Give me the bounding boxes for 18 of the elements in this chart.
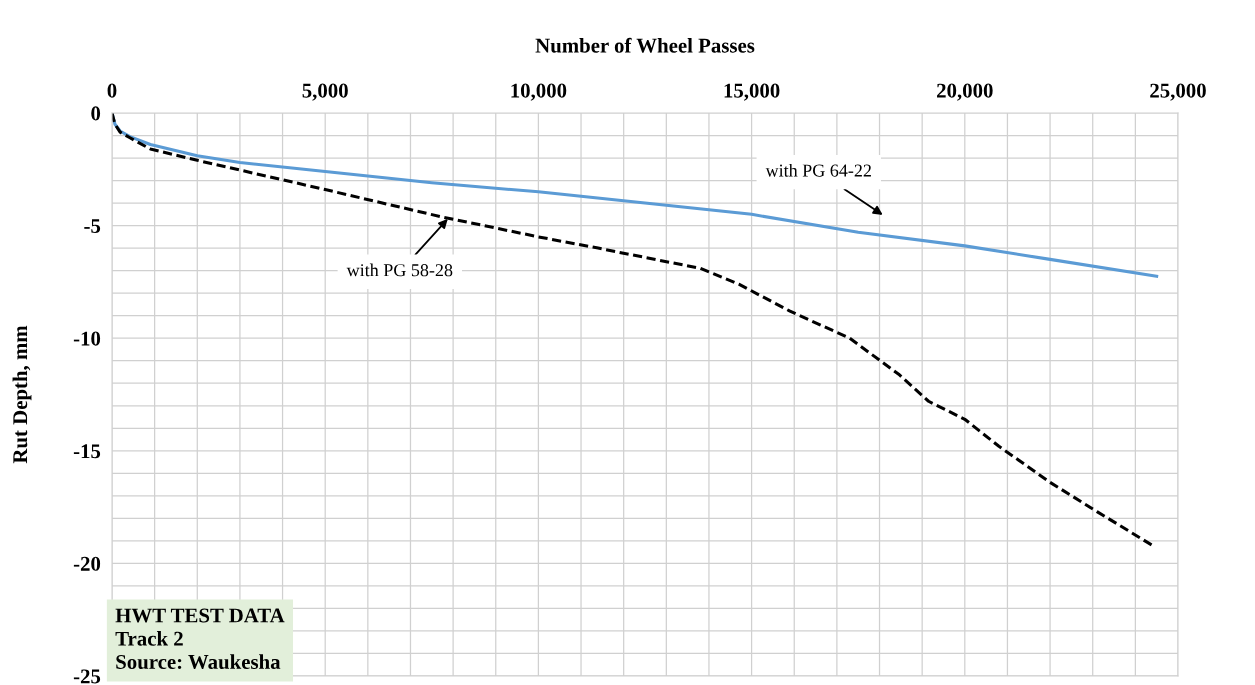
annotation: HWT TEST DATA Track 2 Source: Waukesha bbox=[115, 608, 285, 670]
x-tick-label: 5,000 bbox=[302, 83, 348, 101]
y-tick-label: -20 bbox=[73, 556, 101, 571]
y-tick-label: -5 bbox=[84, 219, 101, 234]
x-tick-label: 25,000 bbox=[1150, 83, 1206, 101]
x-axis-title: Number of Wheel Passes bbox=[535, 37, 755, 53]
x-tick-label: 0 bbox=[107, 83, 117, 98]
line-series bbox=[112, 113, 1154, 547]
annotation: with PG 64-22 bbox=[765, 163, 871, 177]
x-tick-label: 10,000 bbox=[511, 83, 567, 101]
annotation: with PG 58-28 bbox=[346, 263, 453, 277]
y-tick-label: -15 bbox=[73, 444, 101, 459]
y-tick-label: -10 bbox=[73, 331, 101, 346]
y-tick-label: 0 bbox=[91, 106, 101, 121]
y-tick-label: -25 bbox=[73, 669, 101, 684]
x-tick-label: 20,000 bbox=[937, 83, 993, 101]
x-tick-label: 15,000 bbox=[724, 83, 780, 101]
y-axis-title: Rut Depth, mm bbox=[12, 325, 32, 464]
